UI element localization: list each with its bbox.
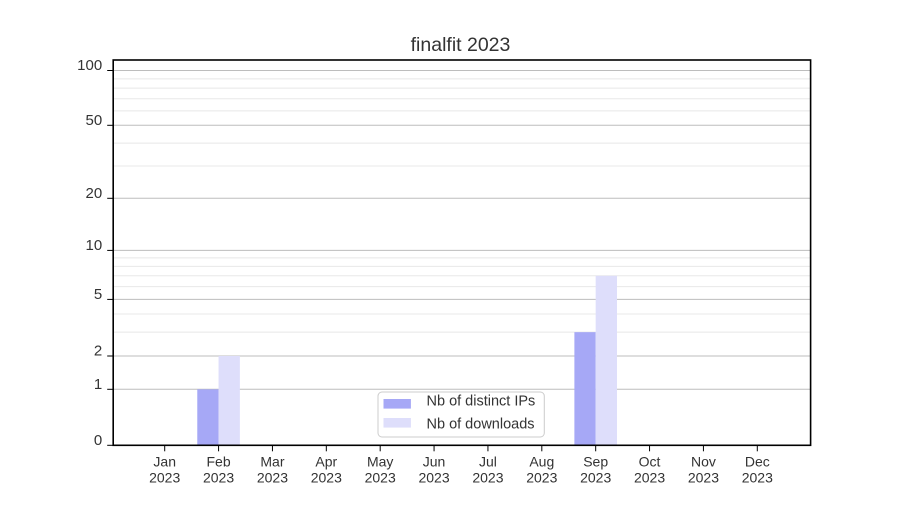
svg-text:20: 20 — [86, 185, 103, 202]
svg-text:50: 50 — [86, 112, 103, 129]
svg-text:finalfit 2023: finalfit 2023 — [411, 34, 511, 56]
svg-text:Oct: Oct — [639, 453, 661, 469]
svg-text:2023: 2023 — [526, 469, 557, 485]
svg-text:May: May — [367, 453, 393, 469]
svg-text:Dec: Dec — [745, 453, 770, 469]
svg-text:Nov: Nov — [691, 453, 716, 469]
svg-text:2023: 2023 — [634, 469, 665, 485]
svg-text:Feb: Feb — [207, 453, 231, 469]
svg-text:2023: 2023 — [365, 469, 396, 485]
svg-text:2023: 2023 — [257, 469, 288, 485]
svg-text:2023: 2023 — [472, 469, 503, 485]
svg-text:2023: 2023 — [203, 469, 234, 485]
svg-text:Aug: Aug — [529, 453, 554, 469]
svg-text:Sep: Sep — [583, 453, 608, 469]
svg-text:2023: 2023 — [418, 469, 449, 485]
svg-text:Nb of distinct IPs: Nb of distinct IPs — [427, 394, 536, 410]
svg-text:Mar: Mar — [260, 453, 284, 469]
svg-text:Jun: Jun — [423, 453, 446, 469]
svg-text:2023: 2023 — [149, 469, 180, 485]
svg-text:0: 0 — [94, 432, 102, 449]
svg-text:Jul: Jul — [479, 453, 497, 469]
svg-text:Jan: Jan — [153, 453, 176, 469]
svg-text:100: 100 — [77, 57, 102, 74]
svg-text:2023: 2023 — [688, 469, 719, 485]
svg-text:2023: 2023 — [311, 469, 342, 485]
svg-text:5: 5 — [94, 286, 102, 303]
svg-text:10: 10 — [86, 237, 103, 254]
svg-text:Nb of downloads: Nb of downloads — [427, 417, 535, 433]
svg-text:2: 2 — [94, 343, 102, 360]
svg-text:2023: 2023 — [742, 469, 773, 485]
svg-text:Apr: Apr — [315, 453, 337, 469]
svg-text:2023: 2023 — [580, 469, 611, 485]
svg-text:1: 1 — [94, 376, 102, 393]
